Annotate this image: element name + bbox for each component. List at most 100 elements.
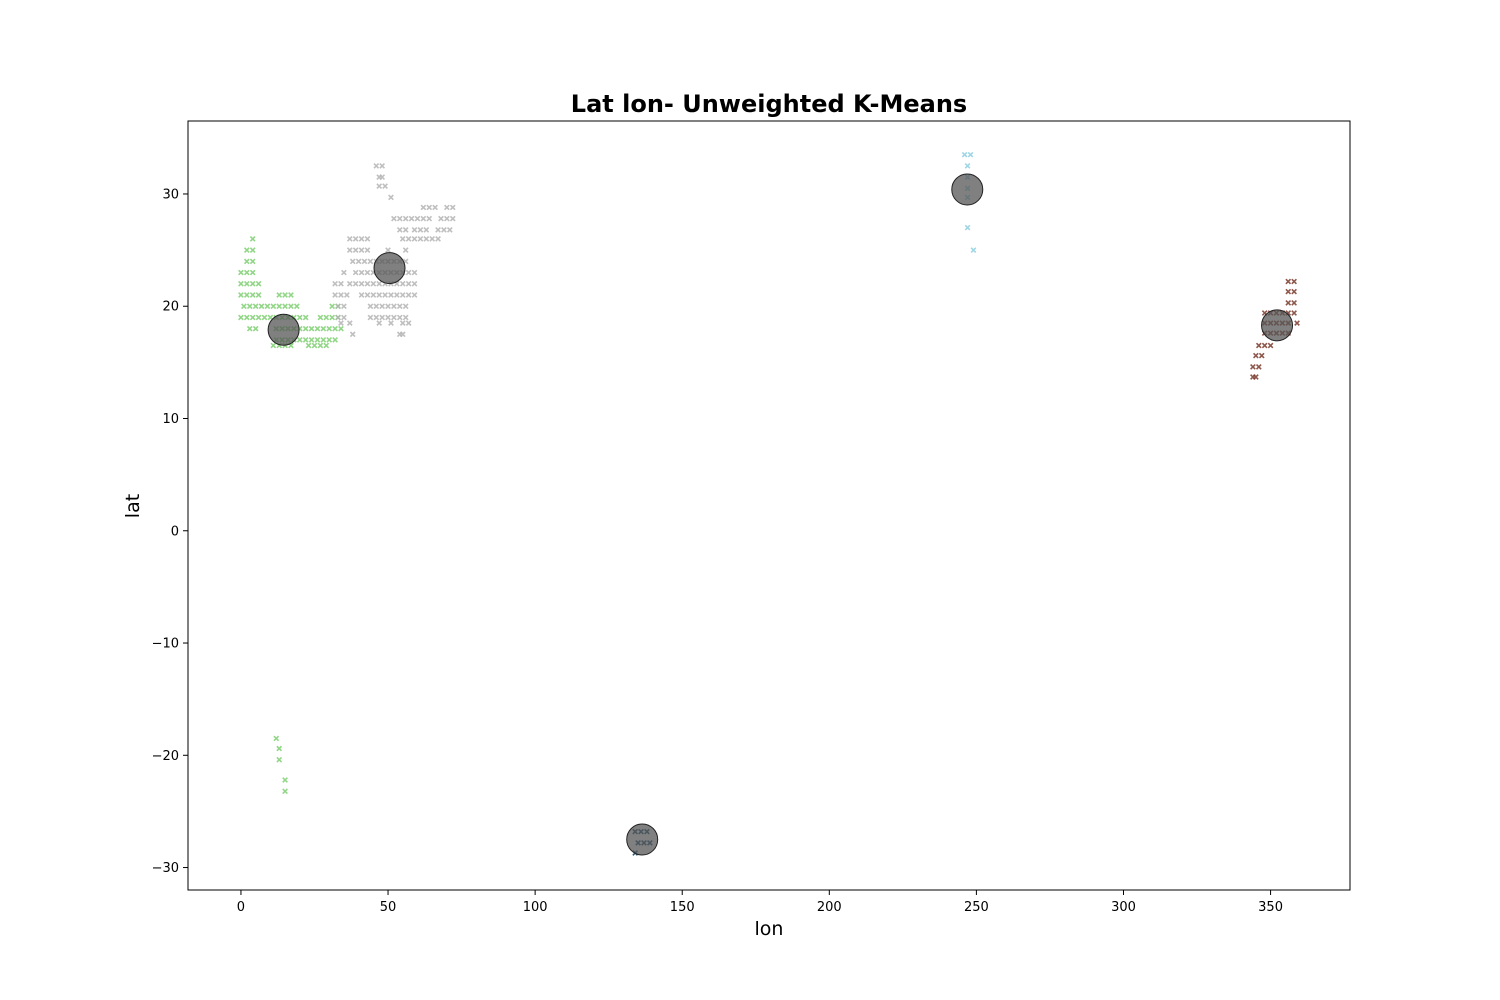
data-point	[338, 292, 344, 298]
data-point	[249, 314, 256, 321]
data-point	[379, 174, 386, 180]
data-point	[367, 303, 374, 310]
data-point	[326, 325, 333, 332]
data-point	[346, 247, 353, 253]
data-point	[382, 183, 388, 189]
data-point	[282, 777, 288, 783]
data-point	[302, 337, 309, 343]
data-point	[426, 204, 433, 211]
data-point	[446, 227, 453, 233]
data-point	[346, 236, 353, 242]
data-point	[276, 292, 283, 298]
data-point	[435, 236, 441, 242]
data-point	[255, 292, 262, 298]
data-point	[391, 303, 397, 310]
data-point	[402, 215, 409, 222]
data-point	[243, 269, 250, 276]
y-tick-label: 0	[171, 524, 179, 539]
data-point	[405, 292, 412, 298]
data-point	[352, 269, 359, 276]
data-point	[276, 756, 283, 763]
data-point	[376, 292, 383, 298]
data-point	[420, 204, 427, 211]
centroid-0	[267, 313, 300, 346]
data-point	[396, 227, 403, 233]
data-point	[358, 280, 365, 287]
y-tick-label: −10	[152, 637, 179, 652]
centroid-1	[373, 252, 406, 285]
y-tick-label: 10	[162, 412, 179, 427]
data-point	[444, 215, 450, 222]
data-point	[388, 194, 394, 201]
data-point	[411, 269, 418, 276]
data-point	[388, 320, 394, 326]
data-point	[238, 280, 244, 287]
data-point	[420, 215, 427, 222]
data-point	[358, 269, 365, 276]
data-point	[449, 215, 456, 222]
data-point	[255, 314, 262, 321]
data-point	[338, 320, 344, 326]
data-point	[435, 227, 441, 233]
data-point	[1258, 352, 1265, 359]
y-tick-label: 20	[162, 300, 179, 315]
data-point	[373, 303, 380, 310]
data-point	[276, 745, 283, 752]
y-tick-label: −20	[152, 749, 179, 764]
data-point	[314, 325, 321, 332]
data-point	[394, 292, 400, 298]
data-point	[296, 314, 303, 321]
data-point	[379, 163, 386, 169]
data-point	[405, 280, 412, 287]
data-point	[346, 320, 353, 326]
centroid-3	[626, 823, 659, 856]
data-point	[288, 303, 294, 310]
data-point	[320, 337, 327, 343]
data-point	[1291, 300, 1297, 306]
data-point	[1285, 278, 1292, 285]
data-point	[441, 227, 447, 233]
data-point	[967, 151, 974, 158]
data-point	[364, 280, 371, 287]
data-point	[288, 292, 294, 298]
y-axis-label: lat	[122, 494, 144, 518]
data-point	[243, 247, 250, 253]
data-point	[367, 258, 374, 265]
data-point	[261, 314, 268, 321]
data-point	[249, 247, 256, 253]
data-point	[332, 337, 338, 343]
data-point	[355, 258, 362, 265]
data-point	[364, 292, 371, 298]
data-point	[402, 247, 409, 253]
data-point	[238, 269, 244, 276]
x-tick-label: 300	[1111, 900, 1136, 915]
data-point	[396, 303, 403, 310]
data-point	[341, 269, 347, 276]
data-point	[296, 337, 303, 343]
data-point	[405, 320, 412, 326]
data-point	[414, 215, 421, 222]
data-point	[399, 320, 406, 326]
centroid-4	[1261, 309, 1294, 342]
data-point	[385, 247, 391, 253]
data-point	[1267, 342, 1274, 349]
data-point	[317, 314, 324, 321]
data-point	[329, 314, 336, 321]
data-point	[411, 292, 418, 298]
data-point	[352, 280, 359, 287]
data-point	[364, 269, 371, 276]
data-point	[385, 314, 391, 321]
data-point	[411, 280, 418, 287]
x-tick-label: 350	[1258, 900, 1283, 915]
data-point	[255, 280, 262, 287]
data-point	[346, 280, 353, 287]
data-point	[243, 292, 250, 298]
data-point	[332, 325, 338, 332]
data-point	[314, 337, 321, 343]
data-point	[238, 292, 244, 298]
data-point	[317, 342, 324, 349]
data-point	[444, 204, 450, 211]
data-point	[361, 258, 368, 265]
data-point	[964, 163, 971, 169]
